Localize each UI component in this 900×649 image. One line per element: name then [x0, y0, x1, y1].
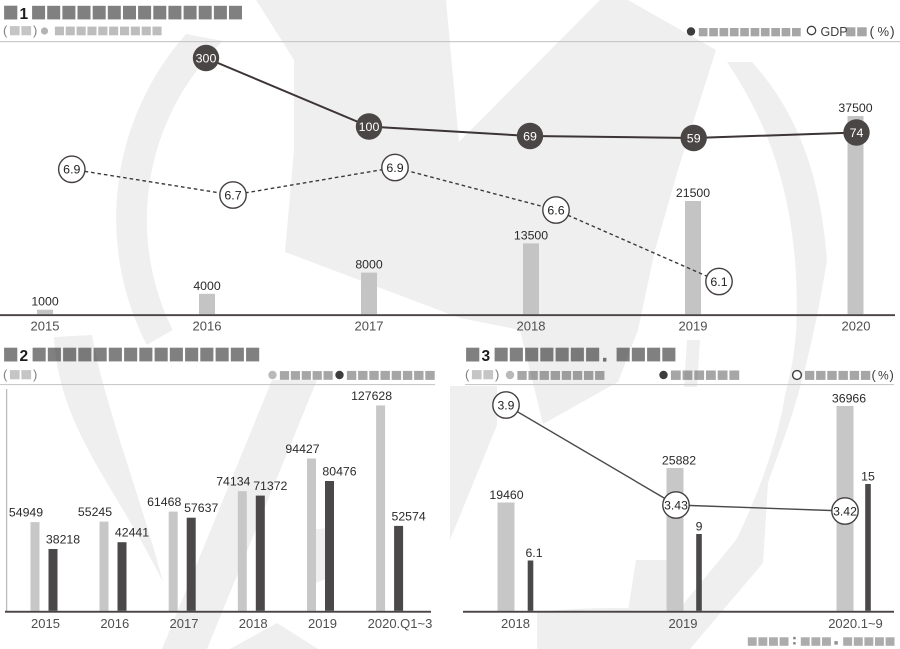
- svg-text:8000: 8000: [355, 258, 383, 272]
- svg-text:71372: 71372: [253, 479, 287, 493]
- svg-text:): ): [890, 368, 894, 383]
- svg-text:52574: 52574: [391, 509, 425, 523]
- svg-text:300: 300: [196, 51, 217, 65]
- svg-text:25882: 25882: [662, 454, 696, 468]
- svg-text:13500: 13500: [514, 228, 548, 242]
- svg-text:2019: 2019: [669, 616, 698, 631]
- svg-text:): ): [890, 23, 895, 39]
- svg-text:): ): [33, 367, 37, 382]
- svg-text:%: %: [878, 369, 889, 383]
- svg-text:42441: 42441: [115, 526, 149, 540]
- svg-text:6.9: 6.9: [63, 163, 80, 177]
- svg-text:2018: 2018: [239, 616, 268, 631]
- svg-text:(: (: [872, 368, 877, 383]
- svg-text:(: (: [3, 367, 8, 382]
- svg-text:2017: 2017: [170, 616, 199, 631]
- svg-text:): ): [495, 367, 499, 382]
- svg-text:57637: 57637: [184, 501, 218, 515]
- svg-text:15: 15: [861, 470, 875, 484]
- svg-text:36966: 36966: [832, 392, 866, 406]
- svg-text:2016: 2016: [193, 319, 222, 334]
- svg-text:54949: 54949: [9, 506, 43, 520]
- svg-text:3.43: 3.43: [664, 498, 688, 512]
- svg-text:59: 59: [687, 131, 701, 145]
- svg-text:2: 2: [20, 348, 29, 365]
- svg-text:(: (: [870, 23, 875, 39]
- svg-text:69: 69: [523, 129, 537, 143]
- svg-text:2019: 2019: [679, 319, 708, 334]
- svg-text:3.42: 3.42: [833, 504, 857, 518]
- svg-text:2017: 2017: [355, 319, 384, 334]
- svg-text:%: %: [878, 24, 890, 39]
- svg-text:2018: 2018: [501, 616, 530, 631]
- svg-text:37500: 37500: [838, 101, 872, 115]
- svg-text:61468: 61468: [147, 495, 181, 509]
- svg-text:94427: 94427: [285, 442, 319, 456]
- svg-text:3: 3: [482, 348, 491, 365]
- svg-text:127628: 127628: [351, 389, 392, 403]
- svg-text:9: 9: [696, 520, 703, 534]
- svg-text:74: 74: [850, 126, 864, 140]
- svg-text:2015: 2015: [31, 319, 60, 334]
- svg-text:GDP: GDP: [821, 25, 848, 39]
- svg-text:38218: 38218: [46, 533, 80, 547]
- svg-text:55245: 55245: [78, 505, 112, 519]
- svg-text:(: (: [3, 23, 8, 38]
- svg-text:6.9: 6.9: [386, 161, 403, 175]
- svg-text:21500: 21500: [676, 186, 710, 200]
- svg-text:4000: 4000: [193, 279, 221, 293]
- svg-text:19460: 19460: [489, 488, 523, 502]
- svg-text:6.7: 6.7: [224, 188, 241, 202]
- svg-text:2015: 2015: [31, 616, 60, 631]
- svg-text:6.1: 6.1: [525, 546, 542, 560]
- svg-text:): ): [33, 23, 37, 38]
- svg-text:100: 100: [359, 120, 380, 134]
- svg-text:2019: 2019: [308, 616, 337, 631]
- svg-text:6.1: 6.1: [710, 275, 727, 289]
- svg-text:74134: 74134: [216, 475, 250, 489]
- svg-text:2020: 2020: [842, 319, 871, 334]
- svg-text:80476: 80476: [322, 465, 356, 479]
- svg-text:1000: 1000: [31, 295, 59, 309]
- svg-text:2020.Q1~3: 2020.Q1~3: [368, 616, 433, 631]
- svg-text:1: 1: [20, 6, 29, 23]
- svg-text:2018: 2018: [517, 319, 546, 334]
- svg-text:3.9: 3.9: [498, 398, 515, 412]
- svg-text:6.6: 6.6: [547, 203, 564, 217]
- svg-text:2020.1~9: 2020.1~9: [828, 616, 883, 631]
- svg-text:(: (: [465, 367, 470, 382]
- svg-text:2016: 2016: [100, 616, 129, 631]
